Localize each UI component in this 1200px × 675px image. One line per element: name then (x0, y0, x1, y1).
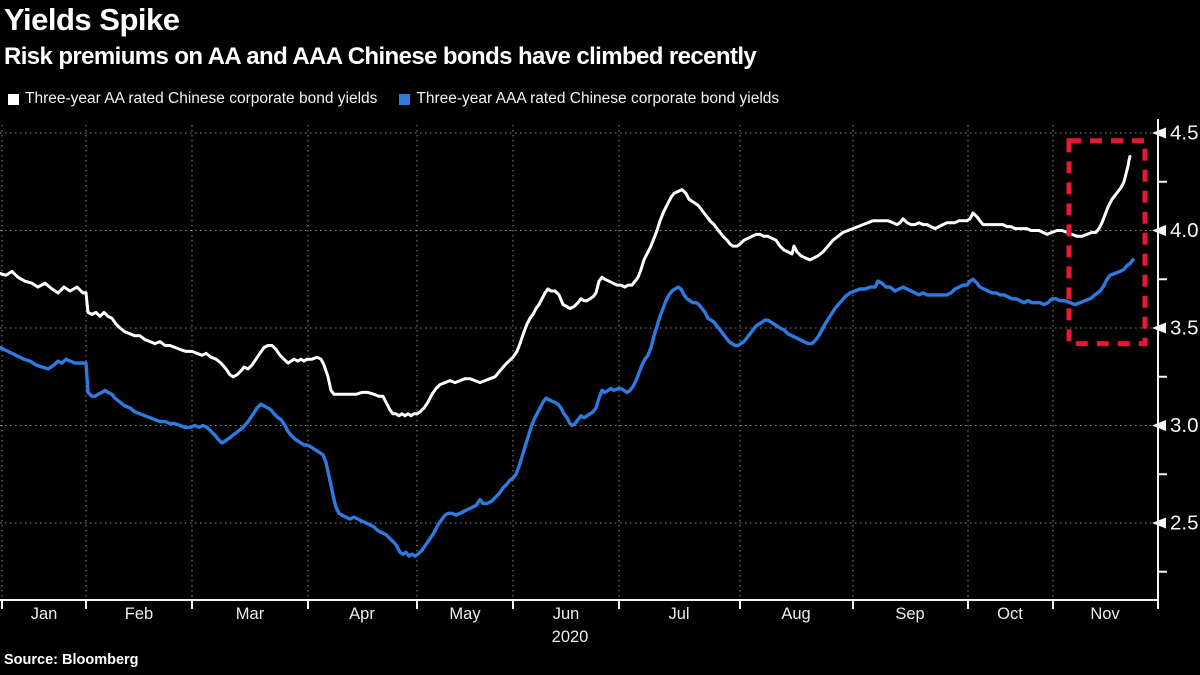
legend: Three-year AA rated Chinese corporate bo… (8, 90, 779, 108)
yields-line-chart: 4.5 4.0 3.5 3.0 2.5 Jan Feb Mar Apr May Jun Jul Aug S… (0, 119, 1199, 647)
svg-text:4.5: 4.5 (1170, 122, 1199, 145)
series-lines (0, 154, 1135, 558)
legend-item-aa: Three-year AA rated Chinese corporate bo… (8, 90, 377, 108)
page-title: Yields Spike (4, 2, 180, 37)
gridlines (0, 125, 1158, 600)
svg-text:Apr: Apr (349, 605, 375, 623)
aaa-series-swatch-icon (399, 93, 411, 105)
svg-text:Aug: Aug (781, 605, 810, 623)
svg-text:Mar: Mar (236, 605, 265, 623)
svg-text:Oct: Oct (997, 605, 1023, 623)
page-subtitle: Risk premiums on AA and AAA Chinese bond… (4, 43, 757, 70)
axis-labels: 4.5 4.0 3.5 3.0 2.5 Jan Feb Mar Apr May Jun Jul Aug S… (31, 122, 1199, 647)
svg-text:Sep: Sep (895, 605, 924, 623)
svg-text:4.0: 4.0 (1170, 219, 1199, 242)
legend-label-aaa: Three-year AAA rated Chinese corporate b… (416, 90, 780, 107)
svg-text:3.0: 3.0 (1170, 414, 1199, 437)
svg-text:Jan: Jan (31, 605, 58, 623)
chart-area: 4.5 4.0 3.5 3.0 2.5 Jan Feb Mar Apr May Jun Jul Aug S… (0, 118, 1200, 668)
svg-text:May: May (449, 605, 481, 623)
svg-text:Feb: Feb (125, 605, 153, 623)
svg-text:Jul: Jul (668, 605, 689, 623)
source-label: Source: Bloomberg (4, 652, 139, 668)
svg-text:Jun: Jun (553, 605, 580, 623)
legend-item-aaa: Three-year AAA rated Chinese corporate b… (399, 90, 779, 108)
svg-text:2.5: 2.5 (1170, 512, 1199, 535)
svg-text:Nov: Nov (1090, 605, 1120, 623)
axes (0, 119, 1167, 609)
spike-highlight-box (1066, 138, 1148, 347)
legend-label-aa: Three-year AA rated Chinese corporate bo… (25, 90, 378, 107)
svg-text:3.5: 3.5 (1170, 317, 1199, 340)
svg-text:2020: 2020 (552, 628, 589, 646)
aa-series-swatch-icon (8, 93, 19, 105)
